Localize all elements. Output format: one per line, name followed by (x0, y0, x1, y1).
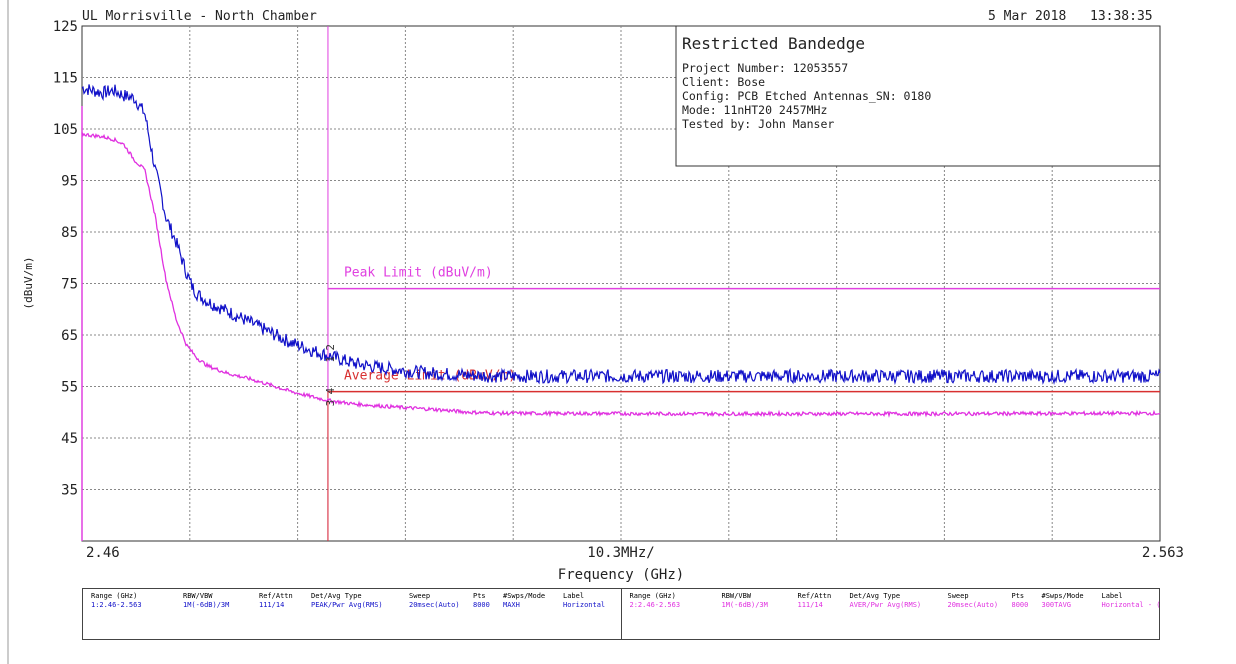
settings-header: Ref/Attn (797, 592, 832, 600)
marker-label: 2 (324, 344, 337, 351)
settings-value: Horizontal - ( (1101, 601, 1161, 609)
y-tick-labels: 125 115 105 95 85 75 65 55 45 35 (53, 19, 78, 499)
settings-header: Label (1101, 592, 1123, 600)
test-date: 5 Mar 2018 (988, 9, 1066, 24)
settings-header: Pts (1011, 592, 1025, 600)
y-tick-label: 75 (61, 277, 78, 293)
info-title: Restricted Bandedge (682, 34, 865, 53)
x-stop-label: 2.563 (1142, 545, 1184, 561)
settings-trace-1: Range (GHz) 1:2.46-2.563 RBW/VBW 1M(-6dB)/3… (83, 589, 621, 639)
settings-value: 8000 (1011, 601, 1029, 609)
settings-value: 1:2.46-2.563 (91, 601, 142, 609)
settings-value: 111/14 (259, 601, 285, 609)
settings-header: RBW/VBW (721, 592, 752, 600)
average-trace (81, 132, 1161, 418)
settings-value: 8000 (473, 601, 490, 609)
settings-value: 1M(-6dB)/3M (721, 601, 768, 609)
settings-header: Sweep (947, 592, 969, 600)
x-span-label: 10.3MHz/ (587, 545, 654, 561)
y-tick-label: 55 (61, 380, 78, 396)
y-tick-label: 115 (53, 71, 78, 87)
settings-header: Det/Avg Type (311, 592, 362, 600)
settings-value: MAXH (503, 601, 520, 609)
analyzer-settings-table: Range (GHz) 1:2.46-2.563 RBW/VBW 1M(-6dB)/3… (82, 588, 1161, 640)
settings-value: 20msec(Auto) (947, 601, 999, 609)
x-axis-label: Frequency (GHz) (558, 567, 684, 583)
y-tick-label: 35 (61, 483, 78, 499)
traces (81, 84, 1161, 418)
settings-value: 20msec(Auto) (409, 601, 460, 609)
x-start-label: 2.46 (86, 545, 120, 561)
y-tick-label: 95 (61, 174, 78, 190)
settings-header: Sweep (409, 592, 431, 600)
limit-lines: Peak Limit (dBuV/m)Average Limit (dBuV/m… (81, 26, 1160, 541)
settings-trace-2: Range (GHz) 2:2.46-2.563 RBW/VBW 1M(-6dB)/3… (620, 589, 1161, 639)
y-tick-label: 125 (53, 19, 78, 35)
info-config: Config: PCB Etched Antennas_SN: 0180 (682, 89, 931, 103)
marker-label: 1 (324, 356, 337, 363)
info-project: Project Number: 12053557 (682, 61, 848, 75)
settings-header: #Swps/Mode (1041, 592, 1084, 600)
peak-limit-label: Peak Limit (dBuV/m) (344, 266, 493, 281)
settings-value: 111/14 (797, 601, 823, 609)
settings-value: PEAK/Pwr Avg(RMS) (311, 601, 383, 609)
y-tick-label: 85 (61, 225, 78, 241)
settings-header: Range (GHz) (91, 592, 138, 600)
settings-header: RBW/VBW (183, 592, 213, 600)
settings-value: AVER/Pwr Avg(RMS) (849, 601, 922, 609)
settings-header: Range (GHz) (629, 592, 676, 600)
y-tick-label: 65 (61, 328, 78, 344)
info-box (675, 25, 1161, 167)
y-axis-label: (dBuV/m) (22, 257, 35, 310)
marker-label: 3 (324, 400, 337, 407)
settings-value: 300TAVG (1041, 601, 1072, 609)
settings-value: 1M(-6dB)/3M (183, 601, 230, 609)
settings-value: Horizontal (563, 601, 606, 609)
settings-header: #Swps/Mode (503, 592, 546, 600)
settings-value: 2:2.46-2.563 (629, 601, 681, 609)
settings-header: Label (563, 592, 585, 600)
info-tester: Tested by: John Manser (682, 117, 834, 131)
site-name: UL Morrisville - North Chamber (82, 9, 317, 24)
settings-header: Pts (473, 592, 486, 600)
settings-header: Ref/Attn (259, 592, 293, 600)
markers: 2 1 4 3 (324, 344, 337, 406)
info-client: Client: Bose (682, 75, 765, 89)
marker-label: 4 (324, 387, 337, 394)
y-tick-label: 45 (61, 431, 78, 447)
peak-trace (81, 84, 1161, 386)
y-tick-label: 105 (53, 122, 78, 138)
info-mode: Mode: 11nHT20 2457MHz (682, 103, 827, 117)
settings-header: Det/Avg Type (849, 592, 901, 600)
test-time: 13:38:35 (1090, 9, 1153, 24)
